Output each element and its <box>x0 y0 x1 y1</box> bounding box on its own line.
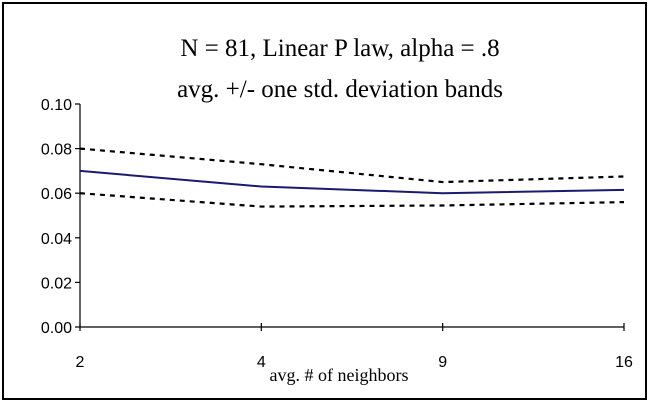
y-ticks: 0.00 0.02 0.04 0.06 0.08 0.10 <box>41 97 80 337</box>
y-tick-label: 0.00 <box>41 320 72 337</box>
x-axis-label: avg. # of neighbors <box>270 365 409 385</box>
series-group <box>79 147 625 208</box>
x-tick-label: 4 <box>257 354 266 371</box>
x-tick-label: 2 <box>76 354 85 371</box>
x-tick-label: 16 <box>615 354 633 371</box>
x-ticks: 2 4 9 16 <box>76 323 633 371</box>
chart-subtitle: avg. +/- one std. deviation bands <box>177 76 503 103</box>
y-tick-label: 0.08 <box>41 142 72 159</box>
series-line-upper-band <box>79 147 625 184</box>
y-tick-label: 0.02 <box>41 275 72 292</box>
y-tick-label: 0.10 <box>41 97 72 114</box>
series-line-lower-band <box>79 192 625 208</box>
y-tick-label: 0.04 <box>41 231 72 248</box>
chart-frame <box>2 2 647 400</box>
series-line-average <box>79 169 625 195</box>
x-tick-label: 9 <box>438 354 447 371</box>
y-tick-label: 0.06 <box>41 186 72 203</box>
chart-title: N = 81, Linear P law, alpha = .8 <box>180 35 499 62</box>
